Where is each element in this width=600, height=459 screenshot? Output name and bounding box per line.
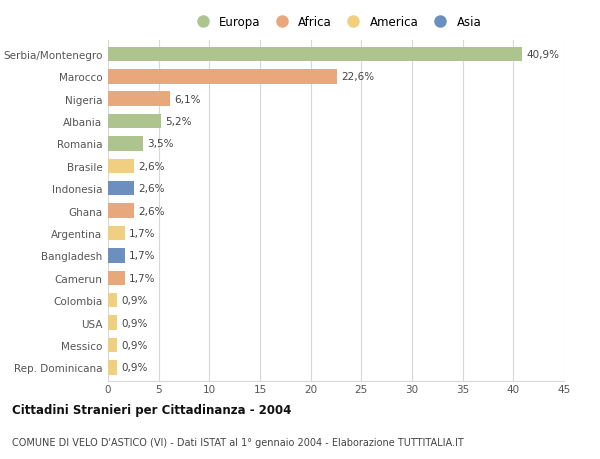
Bar — [108, 316, 117, 330]
Text: Cittadini Stranieri per Cittadinanza - 2004: Cittadini Stranieri per Cittadinanza - 2… — [12, 403, 292, 416]
Bar — [108, 159, 134, 174]
Bar — [108, 338, 117, 353]
Bar — [108, 92, 170, 106]
Text: 1,7%: 1,7% — [129, 251, 156, 261]
Bar — [108, 360, 117, 375]
Bar — [108, 249, 125, 263]
Text: 2,6%: 2,6% — [139, 162, 165, 172]
Text: 1,7%: 1,7% — [129, 273, 156, 283]
Bar — [108, 181, 134, 196]
Bar — [108, 137, 143, 151]
Text: 0,9%: 0,9% — [121, 363, 148, 373]
Legend: Europa, Africa, America, Asia: Europa, Africa, America, Asia — [191, 16, 481, 28]
Bar — [108, 293, 117, 308]
Text: COMUNE DI VELO D'ASTICO (VI) - Dati ISTAT al 1° gennaio 2004 - Elaborazione TUTT: COMUNE DI VELO D'ASTICO (VI) - Dati ISTA… — [12, 437, 464, 447]
Text: 40,9%: 40,9% — [527, 50, 560, 60]
Text: 1,7%: 1,7% — [129, 229, 156, 239]
Bar — [108, 114, 161, 129]
Text: 0,9%: 0,9% — [121, 296, 148, 306]
Text: 5,2%: 5,2% — [165, 117, 191, 127]
Text: 2,6%: 2,6% — [139, 206, 165, 216]
Text: 6,1%: 6,1% — [174, 95, 200, 104]
Text: 0,9%: 0,9% — [121, 340, 148, 350]
Text: 3,5%: 3,5% — [148, 139, 174, 149]
Bar — [108, 271, 125, 285]
Text: 2,6%: 2,6% — [139, 184, 165, 194]
Bar — [108, 70, 337, 84]
Bar — [108, 47, 523, 62]
Bar — [108, 226, 125, 241]
Text: 22,6%: 22,6% — [341, 72, 374, 82]
Text: 0,9%: 0,9% — [121, 318, 148, 328]
Bar — [108, 204, 134, 218]
